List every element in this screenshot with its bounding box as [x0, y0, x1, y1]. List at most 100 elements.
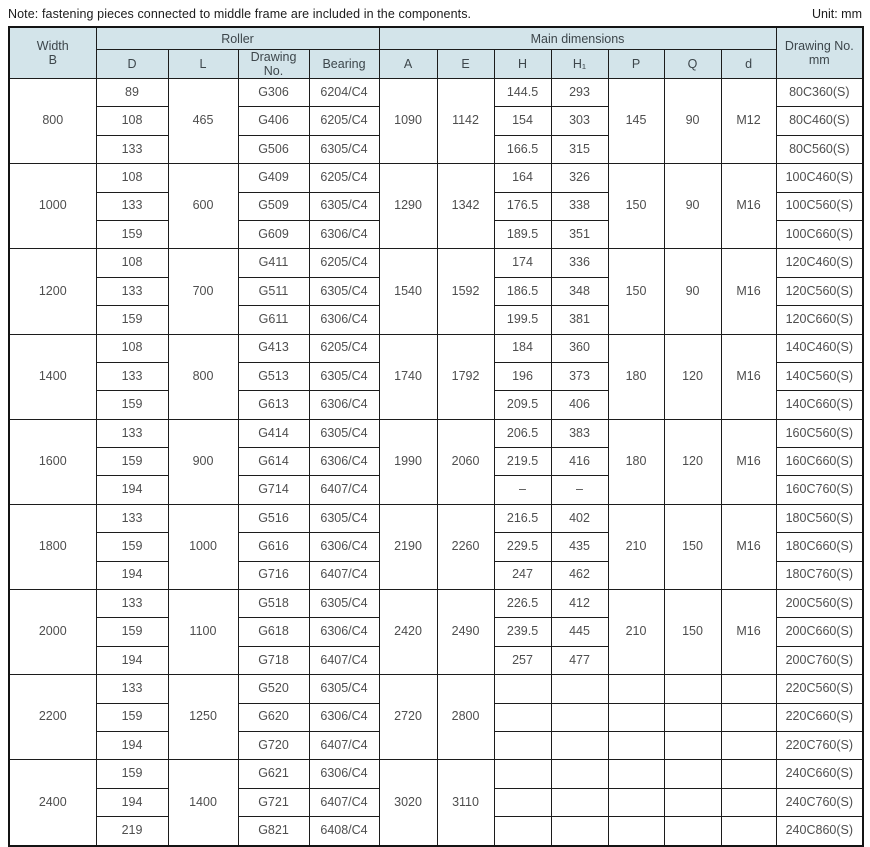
top-bar: Note: fastening pieces connected to midd… — [8, 5, 862, 26]
cell-drawing-no-mm: 160C660(S) — [775, 447, 864, 477]
cell-bearing: 6407/C4 — [308, 787, 380, 818]
cell-h1: 373 — [550, 361, 609, 392]
cell-h1: 381 — [550, 305, 609, 335]
cell-drawing-no: G518 — [237, 589, 310, 619]
cell-p — [607, 702, 665, 732]
cell-bearing: 6407/C4 — [308, 645, 380, 676]
cell-drawing-no: G614 — [237, 447, 310, 477]
cell-e: 3110 — [436, 759, 495, 847]
cell-d: 194 — [95, 475, 169, 505]
cell-d-thread — [720, 702, 777, 732]
cell-h1: – — [550, 475, 609, 505]
cell-d-thread: M16 — [720, 163, 777, 250]
table-row: 159 G609 6306/C4 189.5 351 100C660(S) — [9, 219, 864, 250]
col-header-h1: H₁ — [550, 49, 609, 79]
cell-h: 206.5 — [493, 418, 552, 449]
cell-bearing: 6205/C4 — [308, 163, 380, 193]
cell-width-b: 1400 — [8, 333, 97, 420]
cell-h: 257 — [493, 645, 552, 676]
cell-bearing: 6305/C4 — [308, 276, 380, 307]
cell-d: 133 — [95, 191, 169, 221]
cell-bearing: 6305/C4 — [308, 674, 380, 704]
cell-h1: 406 — [550, 390, 609, 420]
table-row: 800 89 465 G306 6204/C4 1090 1142 144.5 293 145 90… — [8, 77, 864, 165]
cell-q: 150 — [663, 589, 722, 676]
cell-p: 150 — [607, 163, 665, 250]
table-row: 194 G721 6407/C4 240C760(S) — [9, 787, 864, 818]
table-row: 108 G406 6205/C4 154 303 80C460(S) — [9, 106, 864, 136]
cell-h1: 351 — [550, 219, 609, 250]
cell-drawing-no: G409 — [237, 163, 310, 193]
cell-d: 159 — [95, 532, 169, 562]
cell-drawing-no-mm: 160C760(S) — [775, 475, 864, 505]
cell-h1: 360 — [550, 333, 609, 363]
cell-d: 159 — [95, 617, 169, 647]
cell-q — [663, 730, 722, 761]
col-header-h: H — [493, 49, 552, 79]
cell-d: 159 — [95, 390, 169, 420]
cell-l: 1400 — [167, 759, 239, 847]
cell-a: 1990 — [378, 418, 438, 505]
cell-bearing: 6305/C4 — [308, 191, 380, 221]
cell-h1: 336 — [550, 248, 609, 278]
cell-bearing: 6407/C4 — [308, 730, 380, 761]
table-row: 1800 133 1000 G516 6305/C4 2190 2260 216.5 402 21… — [8, 503, 864, 591]
col-header-a: A — [378, 49, 438, 79]
cell-drawing-no: G506 — [237, 134, 310, 165]
cell-drawing-no-mm: 80C360(S) — [775, 77, 864, 108]
cell-q — [663, 787, 722, 818]
cell-l: 800 — [167, 333, 239, 420]
table-row: 1600 133 900 G414 6305/C4 1990 2060 206.5 383 180… — [8, 418, 864, 505]
cell-h: 166.5 — [493, 134, 552, 165]
cell-h1: 402 — [550, 503, 609, 534]
cell-h: 199.5 — [493, 305, 552, 335]
cell-width-b: 1200 — [8, 248, 97, 335]
cell-l: 1250 — [167, 674, 239, 761]
cell-l: 900 — [167, 418, 239, 505]
cell-drawing-no-mm: 120C460(S) — [775, 248, 864, 278]
cell-d-thread: M12 — [720, 77, 777, 165]
cell-drawing-no: G720 — [237, 730, 310, 761]
cell-drawing-no: G411 — [237, 248, 310, 278]
dimension-table: Width B Roller Main dimensions Drawing N… — [8, 26, 865, 847]
cell-d-thread: M16 — [720, 248, 777, 335]
cell-width-b: 1000 — [8, 163, 97, 250]
cell-q: 150 — [663, 503, 722, 591]
col-header-l: L — [167, 49, 239, 79]
cell-h1: 412 — [550, 589, 609, 619]
cell-width-b: 2200 — [8, 674, 97, 761]
table-row: 2200 133 1250 G520 6305/C4 2720 2800 220C560(S) — [8, 674, 864, 761]
cell-h: 176.5 — [493, 191, 552, 221]
cell-bearing: 6205/C4 — [308, 248, 380, 278]
cell-d: 159 — [95, 219, 169, 250]
table-body: 800 89 465 G306 6204/C4 1090 1142 144.5 293 145 90… — [8, 77, 864, 847]
cell-h: 247 — [493, 560, 552, 591]
cell-p: 145 — [607, 77, 665, 165]
cell-drawing-no-mm: 220C760(S) — [775, 730, 864, 761]
cell-h: 164 — [493, 163, 552, 193]
cell-h — [493, 674, 552, 704]
cell-drawing-no: G611 — [237, 305, 310, 335]
cell-drawing-no-mm: 100C660(S) — [775, 219, 864, 250]
cell-h1: 293 — [550, 77, 609, 108]
cell-h: 229.5 — [493, 532, 552, 562]
cell-h: 219.5 — [493, 447, 552, 477]
cell-bearing: 6407/C4 — [308, 475, 380, 505]
cell-drawing-no-mm: 240C860(S) — [775, 816, 864, 847]
cell-e: 1592 — [436, 248, 495, 335]
cell-h: 239.5 — [493, 617, 552, 647]
table-row: 194 G714 6407/C4 – – 160C760(S) — [9, 475, 864, 505]
cell-p — [607, 816, 665, 847]
cell-bearing: 6305/C4 — [308, 503, 380, 534]
table-row: 2400 159 1400 G621 6306/C4 3020 3110 240C660(S) — [8, 759, 864, 847]
cell-d: 194 — [95, 787, 169, 818]
table-row: 159 G616 6306/C4 229.5 435 180C660(S) — [9, 532, 864, 562]
cell-drawing-no-mm: 220C660(S) — [775, 702, 864, 732]
table-row: 194 G720 6407/C4 220C760(S) — [9, 730, 864, 761]
cell-h1: 348 — [550, 276, 609, 307]
cell-drawing-no-mm: 140C560(S) — [775, 361, 864, 392]
cell-d: 108 — [95, 333, 169, 363]
cell-drawing-no: G414 — [237, 418, 310, 449]
cell-q: 120 — [663, 333, 722, 420]
cell-l: 465 — [167, 77, 239, 165]
